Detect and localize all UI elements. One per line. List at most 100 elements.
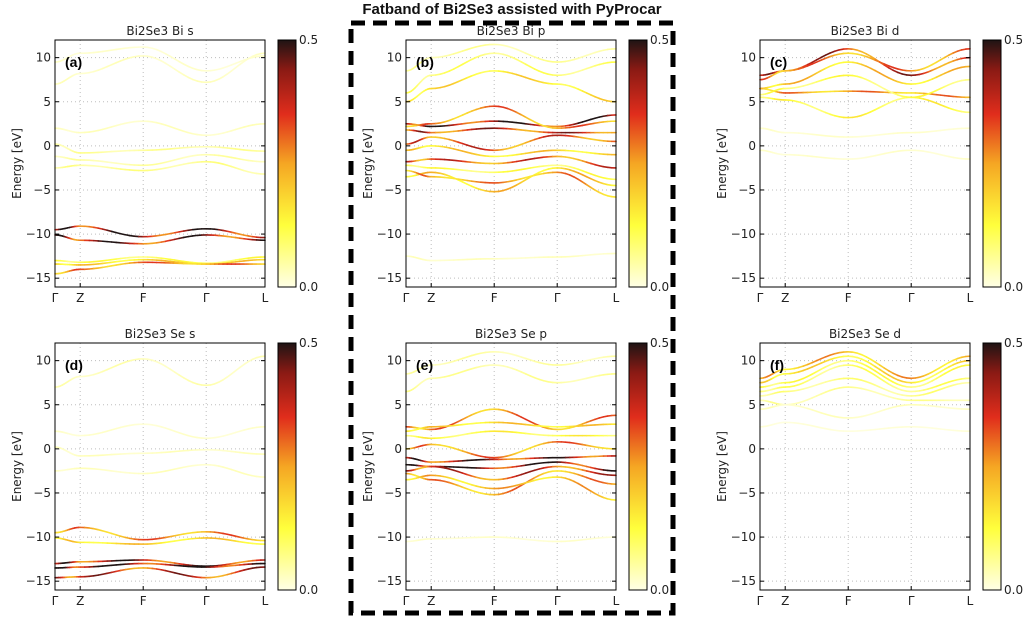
band-5: [405, 440, 617, 459]
y-tick-label: −5: [33, 486, 51, 500]
y-axis-label: Energy [eV]: [10, 431, 24, 502]
colorbar-min-label: 0.0: [650, 280, 669, 294]
band-9: [405, 164, 617, 181]
band-1: [54, 423, 266, 440]
panel-label: (c): [770, 54, 787, 70]
band-11: [405, 169, 617, 198]
y-tick-label: 10: [36, 51, 51, 65]
band-6: [759, 127, 971, 138]
band-0: [54, 52, 266, 85]
x-tick-label: F: [845, 291, 852, 305]
panel-label: (d): [65, 357, 83, 373]
y-tick-label: 5: [748, 398, 756, 412]
y-tick-label: 0: [748, 442, 756, 456]
panel-b: Bi2Se3 Bi p (b) −15 −10 −5 0 5 10 Γ Z F Γ L Energy [e…: [361, 24, 669, 305]
plot-frame: [405, 342, 617, 591]
band-6: [54, 559, 266, 567]
panel-label: (a): [65, 54, 82, 70]
band-8: [405, 155, 617, 169]
band-4: [759, 377, 971, 397]
band-5: [759, 74, 971, 99]
band-12: [405, 252, 617, 262]
x-tick-label: Γ: [554, 291, 561, 305]
band-4: [405, 430, 617, 440]
band-7: [759, 421, 971, 433]
colorbar-max-label: 0.5: [650, 33, 669, 47]
x-tick-label: Γ: [757, 594, 764, 608]
band-8: [405, 465, 617, 481]
band-6: [759, 403, 971, 419]
panel-title: Bi2Se3 Bi p: [477, 24, 546, 38]
panel-title: Bi2Se3 Se s: [125, 327, 196, 341]
y-tick-label: −5: [738, 183, 756, 197]
band-5: [405, 127, 617, 134]
colorbar-max-label: 0.5: [299, 336, 318, 350]
panel-a: Bi2Se3 Bi s (a) −15 −10 −5 0 5 10 Γ Z F Γ L Energy [e…: [10, 24, 318, 305]
colorbar: [277, 342, 297, 591]
band-10: [405, 474, 617, 501]
band-2: [759, 61, 971, 90]
y-tick-label: −15: [26, 271, 51, 285]
band-6: [405, 455, 617, 463]
colorbar-min-label: 0.0: [650, 583, 669, 597]
band-6: [405, 134, 617, 152]
band-7: [54, 234, 266, 245]
colorbar-min-label: 0.0: [299, 280, 318, 294]
x-tick-label: Γ: [554, 594, 561, 608]
colorbar-max-label: 0.5: [1004, 336, 1023, 350]
panel-title: Bi2Se3 Bi d: [831, 24, 900, 38]
band-5: [54, 537, 266, 545]
panel-c: Bi2Se3 Bi d (c) −15 −10 −5 0 5 10 Γ Z F Γ L Energy [e…: [715, 24, 1023, 305]
y-tick-label: 0: [43, 139, 51, 153]
x-tick-label: Z: [781, 291, 789, 305]
band-0: [405, 351, 617, 375]
x-tick-label: Γ: [52, 291, 59, 305]
plot-area: [760, 343, 970, 590]
x-tick-label: L: [967, 594, 974, 608]
y-tick-label: −5: [738, 486, 756, 500]
plot-frame: [759, 39, 971, 288]
plot-frame: [54, 39, 266, 288]
colorbar: [628, 342, 648, 591]
y-tick-label: −10: [26, 530, 51, 544]
band-5: [54, 160, 266, 175]
y-tick-label: 0: [394, 139, 402, 153]
band-4: [759, 96, 971, 119]
y-axis-label: Energy [eV]: [715, 128, 729, 199]
colorbar: [628, 39, 648, 288]
band-1: [54, 46, 266, 72]
x-tick-label: Γ: [908, 594, 915, 608]
colorbar-min-label: 0.0: [1004, 280, 1023, 294]
x-tick-label: F: [140, 291, 147, 305]
y-tick-label: −10: [377, 530, 402, 544]
y-tick-label: −10: [377, 227, 402, 241]
plot-frame: [759, 342, 971, 591]
y-tick-label: −15: [377, 574, 402, 588]
x-tick-label: Γ: [203, 291, 210, 305]
band-11: [405, 536, 617, 543]
x-tick-label: L: [262, 594, 269, 608]
band-3: [54, 463, 266, 478]
colorbar-max-label: 0.5: [299, 33, 318, 47]
y-tick-label: 10: [387, 51, 402, 65]
plot-area: [406, 40, 616, 287]
band-0: [54, 355, 266, 388]
band-3: [405, 421, 617, 433]
y-tick-label: 10: [36, 354, 51, 368]
panel-label: (f): [770, 357, 784, 373]
band-7: [405, 145, 617, 158]
panel-title: Bi2Se3 Se d: [829, 327, 901, 341]
x-tick-label: L: [262, 291, 269, 305]
plot-area: [760, 40, 970, 287]
panel-e: Bi2Se3 Se p (e) −15 −10 −5 0 5 10 Γ Z F Γ L Energy [e…: [361, 327, 669, 608]
x-tick-label: F: [491, 594, 498, 608]
band-4: [54, 526, 266, 542]
figure-title: Fatband of Bi2Se3 assisted with PyProcar: [362, 1, 661, 18]
band-3: [759, 364, 971, 393]
band-7: [54, 562, 266, 569]
panel-label: (b): [416, 54, 434, 70]
x-tick-label: Z: [781, 594, 789, 608]
band-4: [405, 105, 617, 130]
y-tick-label: 5: [43, 398, 51, 412]
colorbar: [982, 39, 1002, 288]
